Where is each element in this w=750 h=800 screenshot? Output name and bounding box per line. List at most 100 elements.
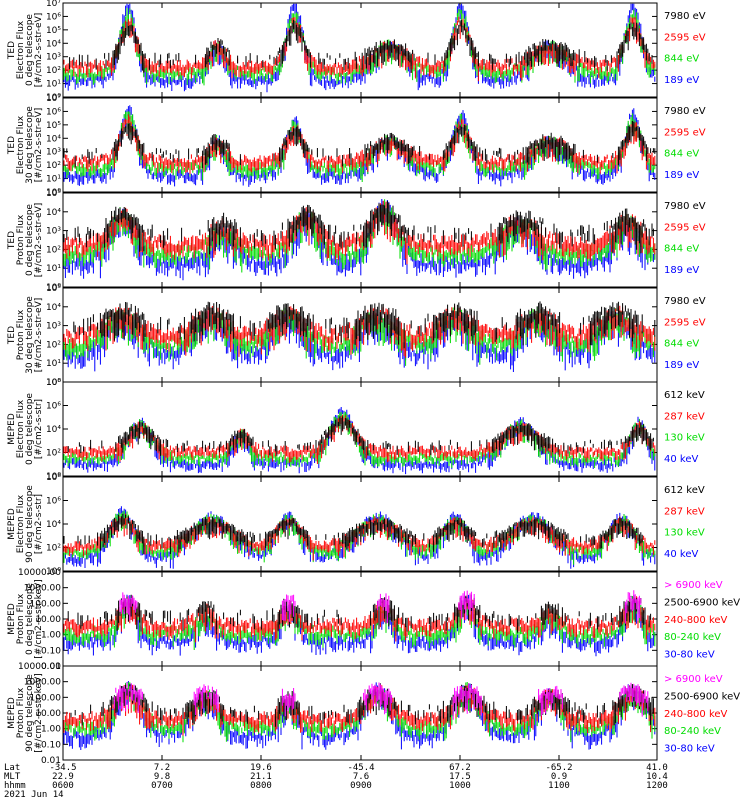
legend-entry: 30-80 keV: [664, 744, 715, 755]
panel-2: 10⁰ 10¹ 10² 10³ 10⁴ 10⁵ 10⁶ 10⁷ TED Electron Flux…: [7, 94, 706, 198]
y-tick-label: 10³: [46, 227, 61, 237]
legend-entry: 844 eV: [664, 244, 699, 255]
legend-entry: 287 keV: [664, 411, 705, 422]
footer-value: -45.4: [347, 763, 374, 773]
y-tick-label: 0.01: [41, 756, 61, 766]
y-tick-label: 10⁴: [46, 39, 61, 49]
footer-value: 0700: [151, 781, 173, 791]
panel-frame: [62, 192, 658, 288]
series-trace-612-keV: [63, 513, 643, 555]
y-axis-label: [#/cm2-s-str-eV]: [34, 108, 44, 183]
y-tick-label: 10⁵: [46, 26, 61, 36]
footer-value: 21.1: [250, 772, 272, 782]
y-tick-label: 10.00: [35, 709, 61, 719]
y-tick-label: 0.01: [41, 662, 61, 672]
y-axis-label: [#/cm2-s-str-keV]: [34, 673, 44, 752]
legend-entry: 2595 eV: [664, 222, 706, 233]
footer-value: 1100: [548, 781, 570, 791]
legend-entry: 7980 eV: [664, 201, 706, 212]
panel-3: 10⁰ 10¹ 10² 10³ 10⁴ 10⁵ TED Proton Flux 0 deg te…: [7, 189, 706, 293]
legend-entry: 287 keV: [664, 506, 705, 517]
y-tick-label: 10⁵: [46, 284, 61, 294]
y-tick-label: 10¹: [46, 175, 61, 185]
legend-entry: 612 keV: [664, 390, 705, 401]
y-axis-label: MEPED: [7, 603, 17, 635]
footer-value: 0600: [52, 781, 74, 791]
footer-value: 7.2: [154, 763, 170, 773]
y-tick-label: 10⁴: [46, 134, 61, 144]
footer-value: -65.2: [545, 763, 572, 773]
legend-entry: 189 eV: [664, 170, 699, 181]
footer-row-label: hhmm: [4, 781, 26, 791]
legend-entry: 2595 eV: [664, 32, 706, 43]
legend-entry: 40 keV: [664, 549, 698, 560]
y-tick-label: 10⁸: [46, 473, 61, 483]
panel-5: 10⁰ 10² 10⁴ 10⁶ 10⁸ MEPED Electron Flux 0 deg t…: [7, 378, 705, 482]
legend-entry: 240-800 keV: [664, 709, 728, 720]
y-tick-label: 10000.00: [18, 662, 61, 672]
y-tick-label: 1000.00: [24, 678, 61, 688]
panel-7: 0.01 0.10 1.00 10.00 100.00 1000.00 10000.00 ME…: [7, 568, 740, 672]
y-tick-label: 10⁷: [46, 94, 61, 104]
footer-value: -34.5: [49, 763, 76, 773]
y-tick-label: 1.00: [41, 725, 61, 735]
footer-value: 1200: [646, 781, 668, 791]
y-axis-label: [#/cm2-s-str]: [34, 399, 44, 459]
legend-entry: 130 keV: [664, 433, 705, 444]
legend-entry: 80-240 keV: [664, 726, 721, 737]
y-axis-label: MEPED: [7, 413, 17, 445]
footer-value: 19.6: [250, 763, 272, 773]
y-tick-label: 10⁶: [46, 497, 61, 507]
y-tick-label: 10³: [46, 148, 61, 158]
footer-value: 17.5: [449, 772, 471, 782]
y-axis-label: 90 deg telescope: [25, 674, 35, 752]
footer-value: 0900: [350, 781, 372, 791]
series-trace-7980-eV: [69, 19, 653, 73]
series-trace--6900-keV: [113, 682, 649, 720]
y-axis-label: 0 deg telescope: [25, 583, 35, 655]
y-axis-label: [#/cm2-s-str-eV]: [34, 298, 44, 373]
y-axis-label: TED: [7, 326, 17, 345]
footer-value: 0800: [250, 781, 272, 791]
legend-entry: 240-800 keV: [664, 615, 728, 626]
legend-entry: 80-240 keV: [664, 632, 721, 643]
legend-entry: 2500-6900 keV: [664, 597, 740, 608]
legend-entry: 189 eV: [664, 265, 699, 276]
y-tick-label: 100.00: [30, 693, 62, 703]
y-axis-label: Proton Flux: [16, 593, 26, 644]
legend-entry: 130 keV: [664, 528, 705, 539]
footer-value: 10.4: [646, 772, 668, 782]
legend-entry: > 6900 keV: [664, 580, 723, 591]
legend-entry: 189 eV: [664, 360, 699, 371]
y-tick-label: 10²: [46, 544, 61, 554]
legend-entry: 612 keV: [664, 485, 705, 496]
y-tick-label: 10⁰: [46, 378, 61, 388]
y-tick-label: 10⁴: [46, 520, 61, 530]
y-tick-label: 10⁶: [46, 402, 61, 412]
y-axis-label: TED: [7, 41, 17, 60]
y-axis-label: TED: [7, 231, 17, 250]
panel-1: 10⁰ 10¹ 10² 10³ 10⁴ 10⁵ 10⁶ 10⁷ TED Electron Flux…: [7, 0, 706, 103]
y-axis-label: 0 deg telescope: [25, 204, 35, 276]
y-tick-label: 10000.00: [18, 568, 61, 578]
y-axis-label: Proton Flux: [16, 687, 26, 738]
y-tick-label: 10⁰: [46, 188, 61, 198]
footer-value: 9.8: [154, 772, 170, 782]
legend-entry: 2595 eV: [664, 127, 706, 138]
series-trace--6900-keV: [119, 590, 642, 624]
y-axis-label: 30 deg telescope: [25, 106, 35, 184]
y-tick-label: 100.00: [30, 599, 62, 609]
series-trace-2500-6900-keV: [70, 683, 654, 727]
y-axis-label: 30 deg telescope: [25, 296, 35, 374]
y-tick-label: 10⁵: [46, 121, 61, 131]
y-tick-label: 10⁰: [46, 283, 61, 293]
legend-entry: 2500-6900 keV: [664, 691, 740, 702]
footer-value: 7.6: [353, 772, 369, 782]
y-tick-label: 10⁰: [46, 567, 61, 577]
y-axis-label: Electron Flux: [16, 399, 26, 458]
footer-row-label: Lat: [4, 763, 20, 773]
y-axis-label: TED: [7, 136, 17, 155]
y-tick-label: 10¹: [46, 359, 61, 369]
y-axis-label: MEPED: [7, 508, 17, 540]
